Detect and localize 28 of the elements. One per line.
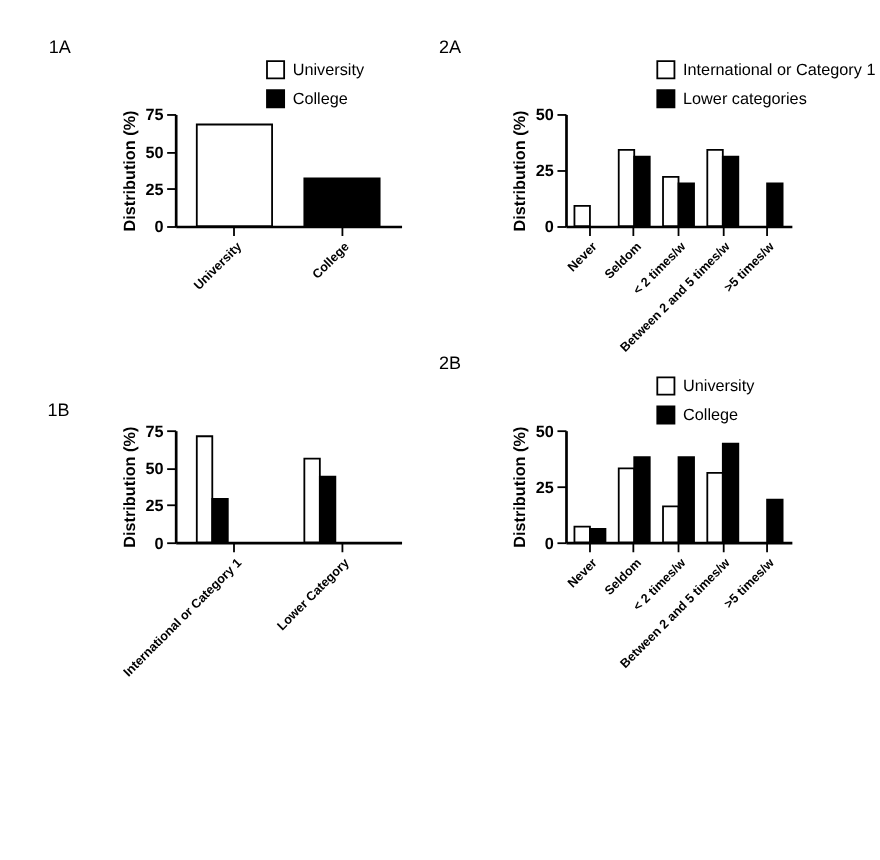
- y-axis-title: Distribution (%): [120, 426, 139, 548]
- legend-label: International or Category 1: [683, 61, 877, 80]
- legend-label: University: [292, 61, 366, 80]
- y-tick-label: 50: [145, 459, 165, 478]
- chart-title: 2A: [439, 36, 462, 57]
- y-axis-title: Distribution (%): [120, 109, 139, 232]
- y-tick-label: 25: [535, 478, 555, 497]
- y-tick-label: 0: [544, 218, 555, 237]
- legend-label: University: [683, 377, 757, 396]
- y-axis-title: Distribution (%): [510, 109, 529, 232]
- legend-label: College: [292, 90, 349, 109]
- y-tick-label: 0: [154, 218, 165, 237]
- y-tick-label: 50: [535, 422, 555, 441]
- y-tick-label: 0: [154, 534, 165, 553]
- y-tick-label: 50: [535, 106, 555, 125]
- chart-title: 1A: [48, 36, 71, 57]
- y-tick-label: 25: [145, 497, 165, 516]
- legend-label: College: [683, 406, 740, 425]
- legend-label: Lower categories: [683, 90, 807, 109]
- y-tick-label: 75: [145, 106, 165, 125]
- chart-title: 2B: [439, 352, 462, 373]
- y-tick-label: 0: [544, 534, 555, 553]
- y-tick-label: 50: [145, 143, 165, 162]
- y-axis-title: Distribution (%): [510, 426, 529, 548]
- chart-title: 1B: [47, 399, 70, 420]
- y-tick-label: 25: [145, 181, 165, 200]
- y-tick-label: 75: [145, 422, 165, 441]
- y-tick-label: 25: [535, 162, 555, 181]
